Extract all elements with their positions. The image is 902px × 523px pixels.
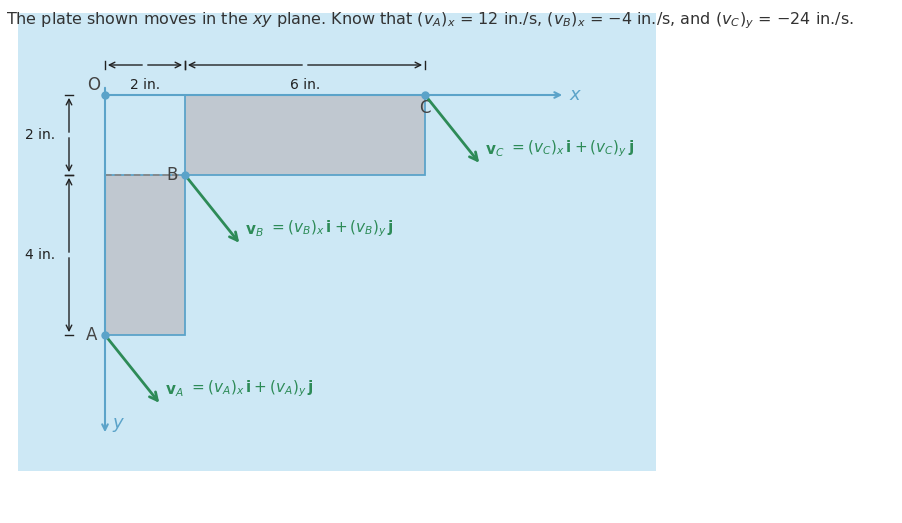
Bar bbox=[185, 95, 425, 175]
Text: A: A bbox=[87, 326, 97, 344]
Text: The plate shown moves in the $\it{xy}$ plane. Know that $(v_A)_x$ = 12 in./s, $(: The plate shown moves in the $\it{xy}$ p… bbox=[6, 10, 854, 31]
Text: B: B bbox=[166, 166, 178, 184]
Text: C: C bbox=[419, 99, 431, 117]
Text: x: x bbox=[569, 86, 580, 104]
Bar bbox=[18, 13, 656, 471]
Bar bbox=[105, 175, 185, 335]
Text: 4 in.: 4 in. bbox=[25, 248, 55, 262]
Text: y: y bbox=[112, 414, 123, 432]
Text: $\mathbf{v}_B$: $\mathbf{v}_B$ bbox=[245, 223, 263, 239]
Text: $\mathbf{v}_C$: $\mathbf{v}_C$ bbox=[485, 143, 504, 159]
Text: 2 in.: 2 in. bbox=[130, 78, 160, 92]
Text: 2 in.: 2 in. bbox=[25, 128, 55, 142]
Text: O: O bbox=[87, 76, 100, 94]
Text: $= (v_C)_x\,\mathbf{i} + (v_C)_y\,\mathbf{j}$: $= (v_C)_x\,\mathbf{i} + (v_C)_y\,\mathb… bbox=[509, 139, 634, 159]
Text: $= (v_A)_x\,\mathbf{i} + (v_A)_y\,\mathbf{j}$: $= (v_A)_x\,\mathbf{i} + (v_A)_y\,\mathb… bbox=[189, 379, 314, 399]
Text: $\mathbf{v}_A$: $\mathbf{v}_A$ bbox=[165, 383, 184, 399]
Text: 6 in.: 6 in. bbox=[290, 78, 320, 92]
Text: $= (v_B)_x\,\mathbf{i} + (v_B)_y\,\mathbf{j}$: $= (v_B)_x\,\mathbf{i} + (v_B)_y\,\mathb… bbox=[269, 219, 394, 239]
